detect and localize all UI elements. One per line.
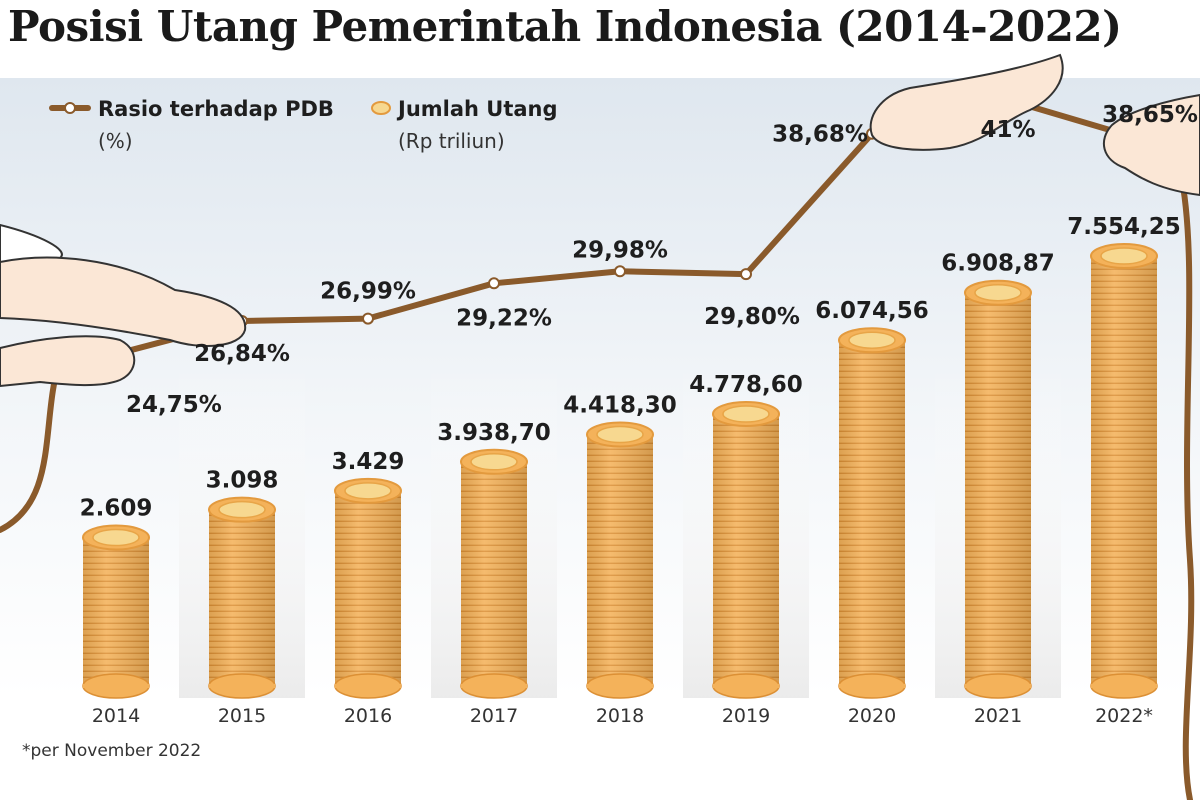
coin-stack-shade [335,490,401,686]
coin-top-face [722,405,770,423]
legend-coin-swatch [371,101,391,115]
coin-stack-base-fill [1091,684,1157,688]
coin-stacks [82,243,1158,699]
bar-value-label: 6.908,87 [941,251,1055,277]
coin-stack-shade [461,461,527,686]
coin-top-face [596,425,644,444]
ratio-value-label: 38,68% [772,122,868,148]
ratio-value-label: 29,22% [456,305,552,331]
coin-stack-2020 [838,327,906,699]
coin-stack-2021 [964,279,1032,699]
coin-top-face [218,500,266,519]
bar-value-label: 2.609 [80,495,153,521]
hand-left-lower [0,335,136,388]
legend-bar-label: Jumlah Utang [396,97,558,121]
coin-top-face [92,528,140,547]
coin-top-face [1100,247,1148,265]
x-tick-label: 2020 [848,705,896,727]
x-tick-label: 2016 [344,705,392,727]
bar-value-labels: 2.609 3.098 3.429 3.938,70 4.418,30 4.778,60 6… [80,214,1181,521]
legend-line-dot [64,102,76,114]
coin-stack-2017 [460,448,528,699]
coin-stack-shade [965,292,1031,686]
legend-line-unit: (%) [98,129,133,153]
coin-stack-2014 [82,524,150,699]
ratio-point [488,277,500,290]
ratio-value-label: 38,65% [1102,102,1198,128]
coin-stack-2015 [208,496,276,699]
ratio-point [614,265,626,278]
ratio-value-label: 29,98% [572,237,668,263]
x-tick-label: 2015 [218,705,266,727]
x-tick-label: 2018 [596,705,644,727]
hand-top-right [1103,93,1200,197]
ratio-value-label: 41% [980,117,1035,143]
coin-stack-base-fill [83,684,149,688]
coin-stack-base-fill [587,684,653,688]
legend: Rasio terhadap PDB (%) Jumlah Utang (Rp … [49,97,558,153]
ratio-value-label: 24,75% [126,392,222,418]
coin-stack-2022 [1090,243,1158,699]
bar-value-label: 7.554,25 [1067,214,1181,240]
x-tick-label: 2017 [470,705,518,727]
hand-top-middle [869,53,1064,151]
x-tick-label: 2019 [722,705,770,727]
x-axis-year-labels: 2014 2015 2016 2017 2018 2019 2020 2021 2022* [92,705,1153,727]
coin-stack-shade [1091,256,1157,686]
coin-top-face [470,453,518,471]
coin-top-face [974,283,1022,302]
chart-title: Posisi Utang Pemerintah Indonesia (2014-… [8,2,1122,51]
bar-value-label: 6.074,56 [815,298,929,324]
coin-top-face [848,331,896,349]
coin-stack-base-fill [713,684,779,688]
footnote: *per November 2022 [22,741,201,761]
ratio-value-label: 26,84% [194,341,290,367]
coin-stack-base-fill [335,684,401,688]
coin-stack-2018 [586,421,654,699]
hand-illustrations [0,53,1200,388]
coin-stack-2019 [712,400,780,699]
hand-left-upper [0,256,247,347]
legend-bar-unit: (Rp triliun) [398,129,505,153]
coin-stack-shade [209,509,275,686]
bar-value-label: 3.938,70 [437,420,551,446]
ratio-point [362,312,374,325]
bar-value-label: 4.778,60 [689,372,803,398]
ratio-value-labels: 24,75% 26,84% 26,99% 29,22% 29,98% 29,80% 38,6… [126,102,1198,418]
coin-stack-base-fill [209,684,275,688]
coin-stack-shade [587,434,653,686]
ratio-value-label: 29,80% [704,304,800,330]
x-tick-label: 2021 [974,705,1022,727]
coin-top-face [344,482,392,500]
x-tick-label: 2014 [92,705,140,727]
bar-value-label: 4.418,30 [563,393,677,419]
coin-stack-2016 [334,477,402,699]
rope-right [1177,167,1195,800]
coin-stack-shade [713,413,779,686]
coin-stack-shade [839,340,905,686]
ratio-value-label: 26,99% [320,279,416,305]
x-tick-label: 2022* [1095,705,1153,727]
bar-value-label: 3.098 [206,468,279,494]
coin-stack-base-fill [461,684,527,688]
coin-stack-base-fill [839,684,905,688]
coin-stack-shade [83,537,149,686]
coin-stack-base-fill [965,684,1031,688]
ratio-point [740,268,752,281]
bar-value-label: 3.429 [332,449,405,475]
legend-line-label: Rasio terhadap PDB [98,97,334,121]
